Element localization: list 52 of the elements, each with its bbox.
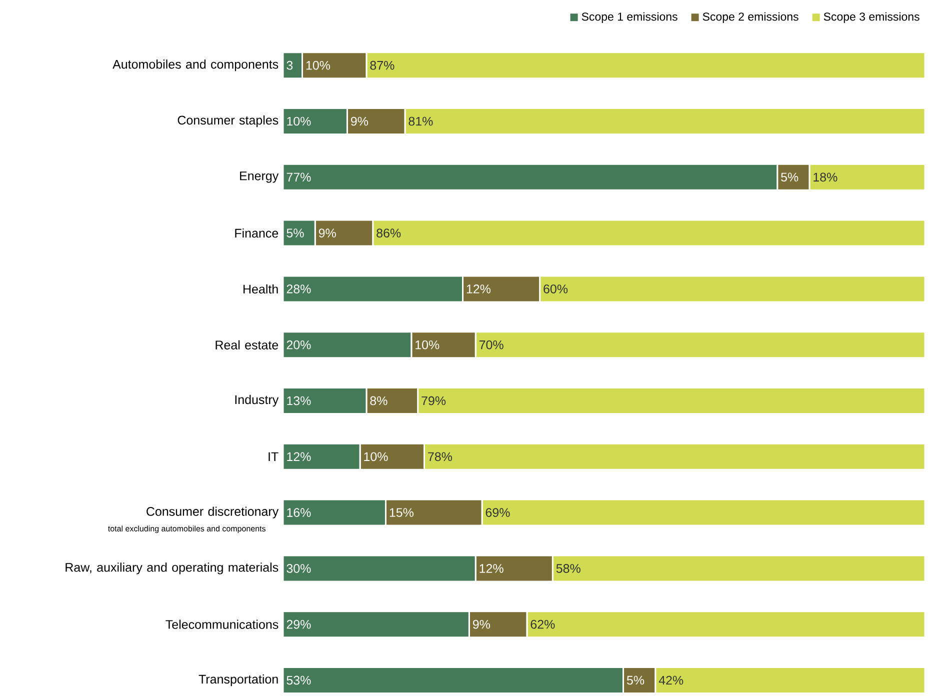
data-label: 60% bbox=[544, 284, 568, 294]
data-label: 42% bbox=[658, 676, 684, 685]
data-label: 70% bbox=[479, 340, 504, 350]
data-label: 9% bbox=[472, 620, 490, 629]
data-label: 8% bbox=[370, 396, 388, 406]
data-label: 53% bbox=[286, 676, 311, 685]
data-label: 69% bbox=[486, 508, 510, 517]
y-tick-label: Transportation bbox=[198, 674, 278, 686]
y-tick-label: Industry bbox=[235, 394, 279, 407]
data-label: 30% bbox=[286, 564, 311, 573]
data-label: 78% bbox=[428, 452, 452, 462]
data-label: 77% bbox=[286, 172, 311, 182]
data-label: 86% bbox=[376, 228, 401, 238]
data-label: 10% bbox=[306, 60, 330, 70]
data-label: 5% bbox=[781, 172, 798, 182]
y-tick-label: Consumer discretionary bbox=[146, 506, 279, 518]
data-label: 9% bbox=[351, 116, 368, 126]
legend-label: Scope 3 emissions bbox=[824, 12, 920, 23]
data-label: 12% bbox=[466, 284, 491, 294]
data-label: 12% bbox=[287, 452, 311, 462]
data-label: 10% bbox=[416, 340, 440, 350]
legend-label: Scope 1 emissions bbox=[582, 12, 678, 23]
y-tick-label: Automobiles and components bbox=[112, 60, 278, 72]
data-label: 10% bbox=[287, 116, 311, 126]
y-tick-label: Consumer staples bbox=[178, 115, 278, 128]
data-label: 5% bbox=[286, 228, 304, 238]
data-label: 20% bbox=[286, 340, 311, 350]
data-label: 29% bbox=[286, 620, 311, 629]
y-tick-label: IT bbox=[268, 452, 278, 461]
y-tick-label: Telecommunications bbox=[166, 620, 278, 629]
data-label: 13% bbox=[287, 396, 311, 406]
data-label: 58% bbox=[556, 564, 580, 573]
data-label: 18% bbox=[814, 172, 838, 182]
y-tick-label: Finance bbox=[235, 228, 278, 238]
data-label: 62% bbox=[530, 620, 555, 629]
data-label: 87% bbox=[370, 60, 394, 70]
y-tick-label: Real estate bbox=[216, 340, 278, 350]
data-label: 28% bbox=[286, 284, 311, 294]
data-label: 12% bbox=[480, 564, 504, 573]
y-tick-label: Energy bbox=[240, 172, 279, 183]
data-label: 10% bbox=[364, 452, 388, 462]
data-label: 9% bbox=[318, 228, 336, 238]
data-label: 79% bbox=[422, 396, 446, 406]
data-label: 16% bbox=[287, 508, 311, 517]
data-label: 15% bbox=[390, 508, 414, 517]
legend-label: Scope 2 emissions bbox=[702, 12, 798, 23]
data-label: 5% bbox=[626, 676, 644, 685]
text: total excluding automobiles and components bbox=[108, 526, 266, 534]
data-label: 81% bbox=[408, 116, 433, 126]
y-tick-label: Health bbox=[244, 284, 278, 294]
data-label: 3 bbox=[286, 60, 293, 70]
y-tick-label: Raw, auxiliary and operating materials bbox=[66, 562, 278, 574]
